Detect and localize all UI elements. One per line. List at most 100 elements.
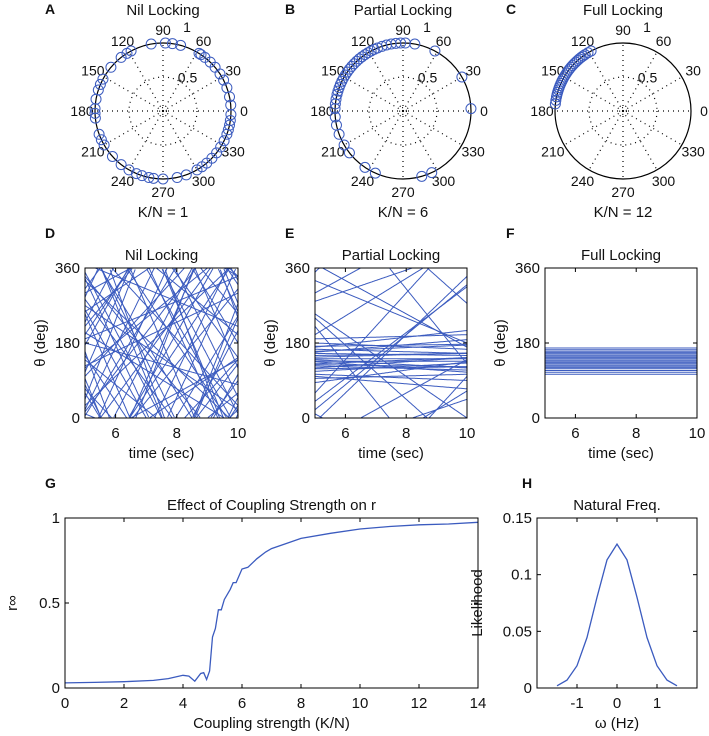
- oscillator-point: [565, 61, 577, 73]
- panel-label: E: [285, 225, 294, 241]
- y-axis-label: Likelihood: [469, 569, 486, 637]
- polar-spoke: [343, 76, 404, 112]
- phase-trajectory: [412, 398, 467, 418]
- angle-tick-label: 60: [436, 33, 452, 49]
- y-tick-label: 0: [532, 410, 540, 427]
- angle-tick-label: 150: [81, 63, 105, 79]
- oscillator-point: [95, 134, 107, 146]
- phase-trajectory: [85, 268, 176, 417]
- polar-spoke: [368, 51, 404, 112]
- data-series-line: [556, 542, 678, 687]
- polar-spoke: [368, 110, 404, 171]
- angle-tick-label: 150: [321, 63, 345, 79]
- oscillator-point: [359, 49, 371, 61]
- oscillator-point: [224, 119, 236, 131]
- coupling-caption: K/N = 6: [378, 204, 428, 221]
- panel-title: Effect of Coupling Strength on r: [167, 497, 376, 514]
- phase-trajectory: [227, 396, 238, 418]
- angle-tick-label: 330: [221, 144, 245, 160]
- panel-title: Nil Locking: [125, 247, 198, 264]
- coupling-caption: K/N = 12: [594, 204, 653, 221]
- x-axis-label: ω (Hz): [595, 715, 639, 732]
- oscillator-point: [115, 159, 127, 171]
- phase-trajectory: [322, 268, 467, 348]
- phase-trajectory: [224, 268, 238, 277]
- phase-trajectory: [85, 268, 197, 413]
- oscillator-point: [399, 37, 411, 49]
- panel-label: B: [285, 1, 295, 17]
- oscillator-point: [333, 128, 345, 140]
- phase-trajectory: [207, 392, 238, 418]
- angle-tick-label: 300: [432, 173, 456, 189]
- phase-trajectory: [315, 280, 467, 344]
- panel-label: D: [45, 225, 55, 241]
- y-tick-label: 0.1: [511, 567, 532, 584]
- x-tick-label: 8: [632, 425, 640, 442]
- phase-trajectory: [132, 288, 238, 418]
- phase-trajectory: [129, 268, 195, 418]
- phase-trajectory: [315, 313, 467, 418]
- oscillator-point: [106, 151, 118, 163]
- x-tick-label: 0: [61, 695, 69, 712]
- x-tick-label: 10: [459, 425, 476, 442]
- phase-trajectory: [315, 413, 323, 418]
- phase-trajectory: [223, 268, 238, 304]
- angle-tick-label: 120: [111, 33, 135, 49]
- phase-trajectory: [148, 268, 219, 418]
- phase-trajectory: [85, 268, 208, 369]
- axes-frame: [314, 267, 468, 419]
- coupling-caption: K/N = 1: [138, 204, 188, 221]
- panel-label: F: [506, 225, 515, 241]
- phase-trajectory: [217, 268, 238, 312]
- x-tick-label: 0: [613, 695, 621, 712]
- phase-trajectory: [85, 275, 238, 340]
- phase-trajectory: [85, 268, 129, 346]
- x-tick-label: 8: [173, 425, 181, 442]
- oscillator-point: [94, 78, 106, 90]
- y-axis-label: θ (deg): [262, 319, 279, 367]
- angle-tick-label: 300: [652, 173, 676, 189]
- oscillator-point: [465, 103, 477, 115]
- phase-trajectory: [129, 268, 230, 418]
- phase-trajectory: [315, 325, 390, 418]
- polar-outer-circle: [334, 42, 472, 180]
- x-tick-label: 12: [411, 695, 428, 712]
- oscillator-point: [329, 98, 341, 110]
- axes-frame: [84, 267, 239, 419]
- oscillator-point: [376, 40, 388, 52]
- phase-trajectory: [85, 342, 238, 386]
- phase-trajectory: [126, 268, 227, 418]
- polar-spoke: [588, 110, 624, 171]
- x-tick-label: 4: [179, 695, 187, 712]
- data-lines: [556, 542, 678, 687]
- oscillator-point: [218, 74, 230, 86]
- oscillator-point: [359, 161, 371, 173]
- oscillator-point: [136, 170, 148, 182]
- angle-tick-label: 270: [611, 184, 635, 200]
- oscillator-point: [218, 135, 230, 147]
- phase-trajectory: [85, 268, 114, 323]
- polar-ring: [368, 76, 438, 146]
- panel-label: G: [45, 475, 56, 491]
- x-tick-label: 6: [238, 695, 246, 712]
- y-tick-label: 0.05: [503, 623, 532, 640]
- polar-spoke: [128, 51, 164, 112]
- polar-ring: [399, 106, 408, 115]
- phase-trajectory: [85, 292, 238, 367]
- phase-trajectory: [85, 278, 150, 418]
- angle-tick-label: 180: [310, 103, 334, 119]
- x-tick-label: 2: [120, 695, 128, 712]
- angle-tick-label: 240: [571, 173, 595, 189]
- phase-trajectory: [315, 352, 467, 356]
- polar-spoke: [128, 110, 164, 171]
- angle-tick-label: 90: [155, 22, 171, 38]
- oscillator-point: [550, 94, 562, 106]
- angle-tick-label: 180: [70, 103, 94, 119]
- oscillator-point: [159, 37, 171, 49]
- y-tick-label: 0: [302, 410, 310, 427]
- oscillator-point: [89, 103, 101, 115]
- phase-trajectory: [315, 375, 467, 390]
- phase-trajectory: [175, 315, 238, 418]
- oscillator-point: [362, 47, 374, 59]
- x-axis-label: Coupling strength (K/N): [193, 715, 350, 732]
